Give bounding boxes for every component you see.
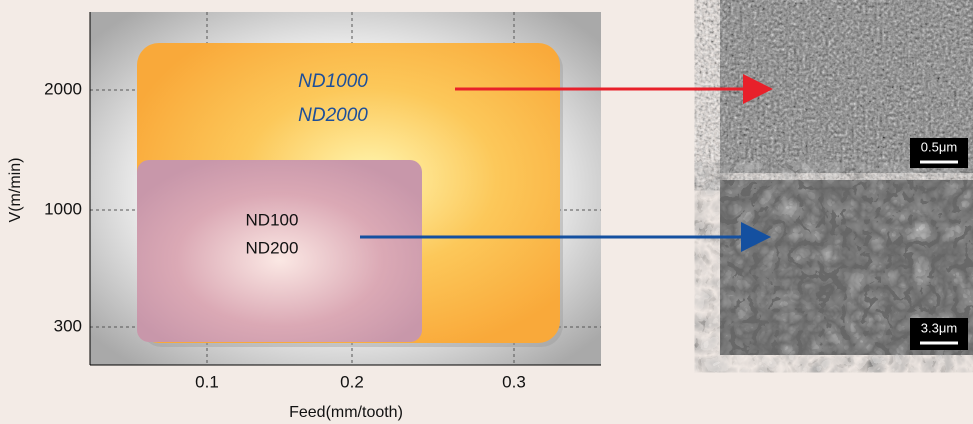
y-tick-label: 2000	[44, 79, 82, 98]
region-label: ND100	[246, 210, 299, 229]
y-tick-label: 1000	[44, 199, 82, 218]
region-label: ND1000	[298, 71, 368, 92]
x-axis-label: Feed(mm/tooth)	[289, 404, 403, 421]
region-label: ND2000	[298, 105, 368, 126]
x-tick-label: 0.1	[195, 372, 219, 391]
y-tick-label: 300	[54, 316, 82, 335]
region-label: ND200	[246, 238, 299, 257]
x-tick-label: 0.2	[340, 372, 364, 391]
x-tick-label: 0.3	[502, 372, 526, 391]
page: ND1000 ND2000 ND100 ND200 2000 1000 300 …	[0, 0, 973, 424]
scale-label: 3.3μm	[921, 320, 957, 335]
scale-label: 0.5μm	[921, 139, 957, 154]
y-axis-label: V(m/min)	[7, 158, 24, 223]
diagram: ND1000 ND2000 ND100 ND200 2000 1000 300 …	[0, 0, 973, 424]
